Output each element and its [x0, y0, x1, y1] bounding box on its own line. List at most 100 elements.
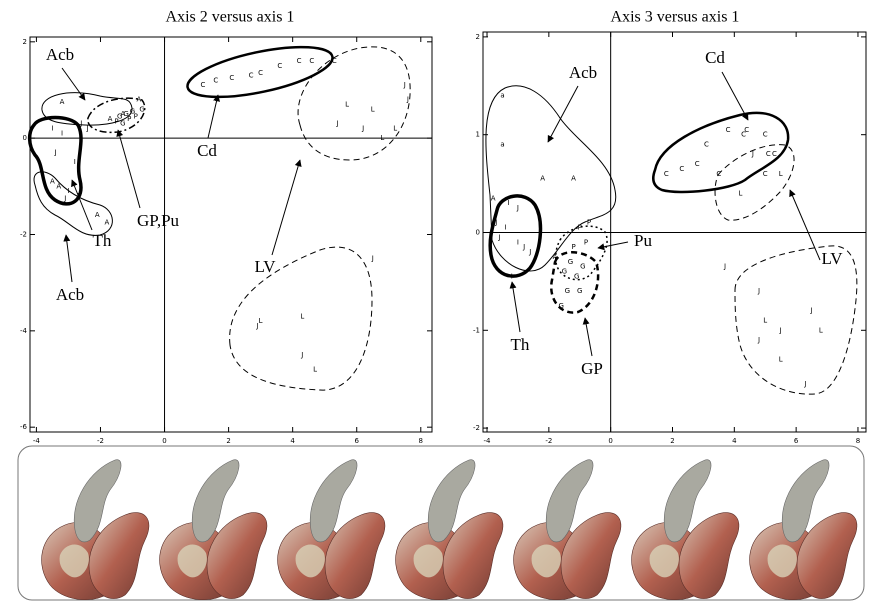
chart-title: Axis 3 versus axis 1 — [611, 9, 740, 26]
point-marker: A — [553, 253, 558, 261]
page: {"chart_data": [ {"type": "scatter", "ti… — [0, 0, 879, 605]
region-label: Cd — [197, 141, 217, 160]
point-marker: C — [213, 76, 218, 84]
x-tick-label: -2 — [97, 437, 104, 445]
point-marker: J — [406, 96, 409, 104]
point-marker: C — [704, 140, 709, 148]
y-tick-label: -1 — [473, 326, 480, 334]
point-marker: J — [63, 194, 66, 202]
x-tick-label: 4 — [732, 437, 737, 445]
region-label: Acb — [56, 285, 84, 304]
point-marker: A — [540, 175, 545, 183]
x-tick-label: 2 — [670, 437, 674, 445]
chart: Axis 2 versus axis 1-4-202468-6-4-202IIJ… — [20, 9, 432, 445]
point-marker: J — [371, 255, 374, 263]
point-marker: J — [497, 233, 500, 241]
chart-title: Axis 2 versus axis 1 — [166, 9, 295, 26]
y-tick-label: 2 — [476, 33, 480, 41]
point-marker: C — [679, 165, 684, 173]
image-strip — [18, 446, 864, 600]
point-marker: A — [491, 194, 496, 202]
point-marker: J — [335, 120, 338, 128]
point-marker: J — [255, 322, 258, 330]
region-label: Th — [93, 231, 112, 250]
x-tick-label: 8 — [419, 437, 423, 445]
y-tick-label: 2 — [23, 38, 27, 46]
point-marker: L — [313, 365, 317, 373]
point-marker: J — [86, 125, 89, 133]
point-marker: C — [766, 150, 771, 158]
annotation-arrow — [512, 282, 520, 332]
annotation-arrow — [208, 95, 218, 138]
annotation-arrow — [118, 130, 140, 208]
region-label: LV — [821, 249, 843, 268]
point-marker: L — [739, 189, 743, 197]
region-label: Acb — [569, 63, 597, 82]
point-marker: P — [584, 238, 588, 246]
point-marker: G — [139, 105, 144, 113]
point-marker: C — [716, 170, 721, 178]
region-label: Acb — [46, 45, 74, 64]
annotation-arrow — [585, 318, 592, 356]
annotation-arrow — [598, 242, 628, 248]
region-lv — [715, 145, 794, 221]
point-marker: I — [508, 199, 510, 207]
x-tick-label: -4 — [484, 437, 492, 445]
x-tick-label: 0 — [162, 437, 166, 445]
point-marker: A — [571, 175, 576, 183]
point-marker: L — [763, 317, 767, 325]
point-marker: J — [810, 307, 813, 315]
point-marker: I — [51, 125, 53, 133]
annotation-arrow — [66, 235, 72, 282]
point-marker: L — [779, 170, 783, 178]
annotation-arrow — [62, 68, 85, 100]
point-marker: J — [757, 336, 760, 344]
point-marker: J — [300, 351, 303, 359]
point-marker: L — [779, 356, 783, 364]
point-marker: L — [371, 105, 375, 113]
point-marker: J — [528, 248, 531, 256]
point-marker: A — [104, 218, 109, 226]
point-marker: L — [393, 125, 397, 133]
point-marker: C — [744, 126, 749, 134]
figure: Axis 2 versus axis 1-4-202468-6-4-202IIJ… — [0, 0, 879, 605]
region-lv — [298, 47, 410, 160]
region-label: Th — [511, 335, 530, 354]
point-marker: A — [108, 115, 113, 123]
point-marker: C — [726, 126, 731, 134]
y-tick-label: 0 — [476, 228, 480, 236]
x-tick-label: 4 — [290, 437, 295, 445]
point-marker: C — [664, 170, 669, 178]
point-marker: C — [763, 170, 768, 178]
point-marker: J — [403, 81, 406, 89]
point-marker: J — [803, 380, 806, 388]
y-tick-label: -6 — [20, 423, 28, 431]
region-acb — [486, 86, 616, 271]
point-marker: P — [587, 219, 591, 227]
point-marker: J — [54, 149, 57, 157]
point-marker: I — [67, 187, 69, 195]
y-tick-label: 0 — [23, 134, 27, 142]
point-marker: C — [763, 131, 768, 139]
region-lv — [735, 246, 857, 394]
point-marker: C — [297, 57, 302, 65]
point-marker: L — [300, 312, 304, 320]
point-marker: C — [229, 74, 234, 82]
x-tick-label: -4 — [33, 437, 41, 445]
point-marker: A — [50, 178, 55, 186]
x-tick-label: 0 — [608, 437, 612, 445]
point-marker: J — [751, 150, 754, 158]
y-tick-label: 1 — [476, 131, 480, 139]
point-marker: G — [565, 287, 570, 295]
point-marker: L — [819, 326, 823, 334]
point-marker: I — [511, 272, 513, 280]
point-marker: J — [79, 120, 82, 128]
region-label: LV — [254, 257, 276, 276]
point-marker: G — [577, 287, 582, 295]
point-marker: P — [578, 224, 582, 232]
point-marker: A — [60, 98, 65, 106]
regions-right — [486, 86, 857, 394]
region-label: GP — [581, 359, 603, 378]
point-marker: P — [134, 112, 138, 120]
